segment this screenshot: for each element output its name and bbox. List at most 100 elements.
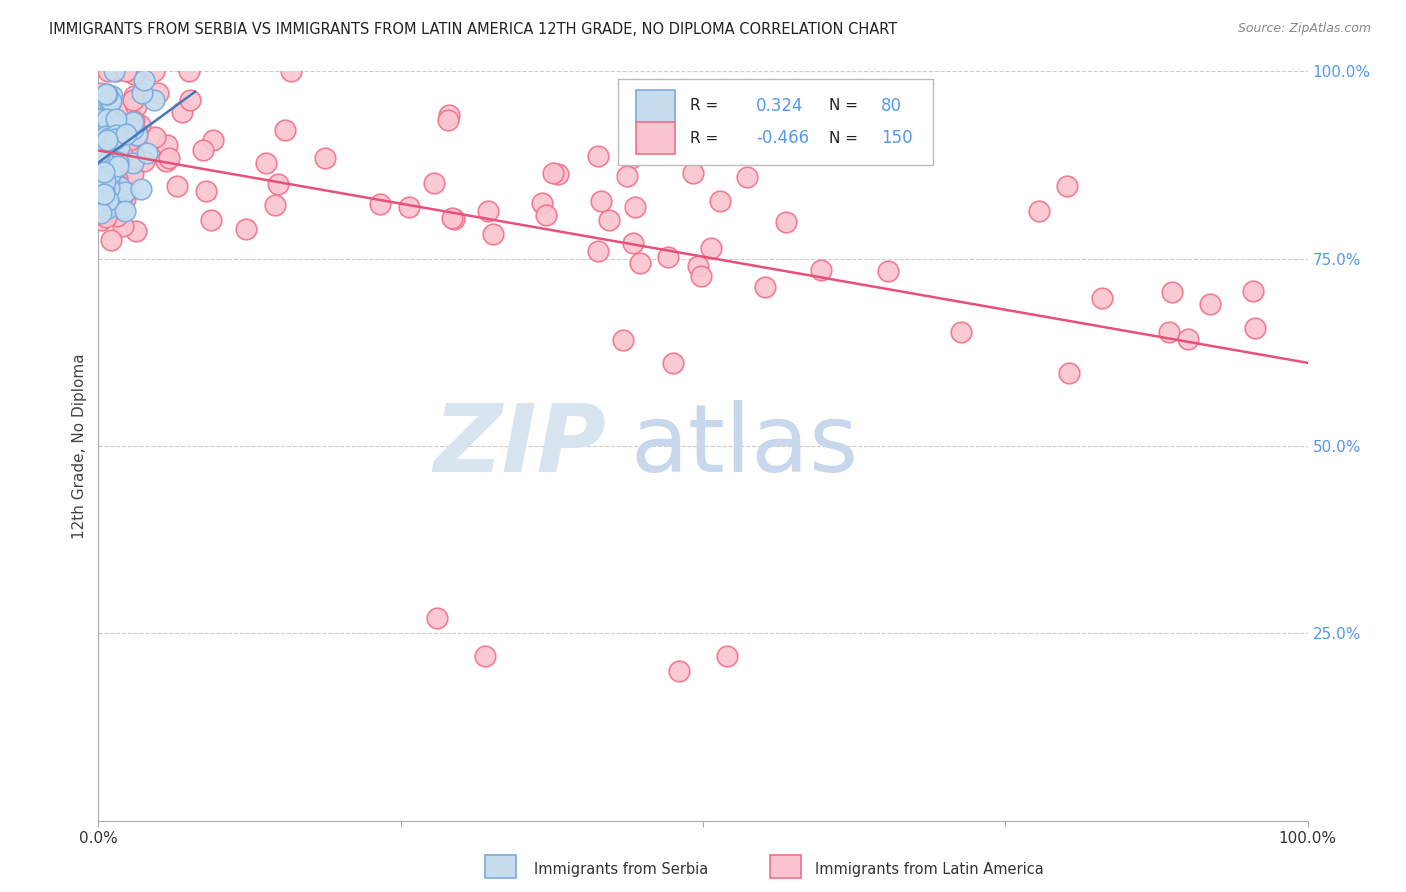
Point bbox=[127, 126, 149, 140]
Point bbox=[97, 122, 120, 136]
Point bbox=[100, 89, 122, 103]
Point bbox=[91, 136, 114, 151]
Point bbox=[586, 149, 609, 163]
Point bbox=[146, 86, 169, 100]
Point bbox=[96, 133, 118, 147]
Point bbox=[98, 95, 121, 109]
Point bbox=[586, 244, 609, 258]
Point bbox=[1244, 321, 1267, 335]
Point bbox=[620, 151, 643, 165]
Point bbox=[136, 145, 159, 160]
Point bbox=[104, 138, 127, 153]
Point bbox=[90, 212, 112, 227]
Point bbox=[103, 64, 125, 78]
Point bbox=[91, 169, 114, 183]
Point bbox=[688, 260, 710, 274]
Point bbox=[122, 114, 145, 128]
Point bbox=[98, 181, 121, 195]
Point bbox=[93, 140, 115, 154]
Point bbox=[94, 173, 117, 187]
Point bbox=[195, 184, 218, 198]
Point bbox=[541, 166, 564, 180]
Text: R =: R = bbox=[690, 130, 718, 145]
Point bbox=[122, 156, 145, 170]
Point bbox=[89, 145, 111, 160]
Point bbox=[114, 127, 136, 141]
Text: Immigrants from Serbia: Immigrants from Serbia bbox=[534, 863, 709, 877]
Point bbox=[810, 262, 832, 277]
Text: 80: 80 bbox=[880, 97, 901, 115]
Point bbox=[1056, 179, 1078, 194]
Point bbox=[122, 121, 145, 136]
Point bbox=[96, 210, 118, 224]
Point bbox=[107, 159, 129, 173]
Point bbox=[107, 201, 129, 215]
Point bbox=[700, 241, 723, 255]
Point bbox=[1177, 332, 1199, 346]
Point bbox=[477, 203, 499, 218]
Point bbox=[96, 166, 118, 180]
Point bbox=[105, 171, 128, 186]
Text: IMMIGRANTS FROM SERBIA VS IMMIGRANTS FROM LATIN AMERICA 12TH GRADE, NO DIPLOMA C: IMMIGRANTS FROM SERBIA VS IMMIGRANTS FRO… bbox=[49, 22, 897, 37]
Point bbox=[100, 94, 122, 108]
Point bbox=[156, 138, 179, 153]
Point bbox=[100, 166, 122, 180]
Point bbox=[97, 124, 120, 138]
Point bbox=[1159, 326, 1181, 340]
Point bbox=[266, 177, 288, 191]
Point bbox=[1091, 292, 1114, 306]
Point bbox=[90, 170, 112, 185]
Text: -0.466: -0.466 bbox=[756, 129, 810, 147]
Point bbox=[274, 122, 297, 136]
Point bbox=[90, 133, 112, 147]
Point bbox=[624, 200, 647, 214]
Point bbox=[90, 158, 112, 172]
Point bbox=[155, 154, 177, 169]
Point bbox=[120, 120, 142, 134]
Point bbox=[423, 176, 446, 190]
Point bbox=[716, 648, 738, 663]
Point bbox=[112, 219, 135, 233]
Point bbox=[96, 128, 118, 143]
Point bbox=[122, 67, 145, 81]
Point bbox=[105, 112, 128, 126]
Bar bbox=[770, 855, 801, 878]
Point bbox=[754, 280, 776, 294]
Point bbox=[96, 87, 118, 102]
Point bbox=[143, 129, 166, 144]
Point bbox=[443, 212, 465, 227]
Point bbox=[124, 224, 146, 238]
Point bbox=[122, 94, 145, 108]
Point bbox=[120, 151, 142, 165]
Point bbox=[89, 184, 111, 198]
Point bbox=[94, 160, 117, 174]
Point bbox=[89, 103, 111, 117]
Point bbox=[90, 144, 112, 158]
Point bbox=[110, 180, 132, 194]
Point bbox=[96, 181, 118, 195]
Point bbox=[96, 87, 118, 101]
Point bbox=[89, 86, 111, 100]
Point bbox=[114, 192, 136, 206]
Point bbox=[437, 113, 460, 128]
Point bbox=[235, 222, 257, 236]
Point bbox=[97, 94, 120, 108]
Point bbox=[93, 154, 115, 169]
Point bbox=[89, 163, 111, 178]
Point bbox=[177, 64, 200, 78]
Point bbox=[709, 194, 731, 208]
Point bbox=[122, 89, 145, 103]
Point bbox=[105, 209, 128, 223]
Point bbox=[254, 156, 277, 170]
Point bbox=[93, 107, 115, 121]
Point bbox=[89, 127, 111, 141]
Point bbox=[94, 199, 117, 213]
Point bbox=[101, 174, 124, 188]
Point bbox=[474, 648, 496, 663]
Point bbox=[598, 213, 620, 227]
Point bbox=[157, 151, 180, 165]
Text: N =: N = bbox=[828, 98, 858, 113]
Point bbox=[108, 130, 131, 145]
Point bbox=[104, 150, 127, 164]
Point bbox=[114, 105, 136, 120]
